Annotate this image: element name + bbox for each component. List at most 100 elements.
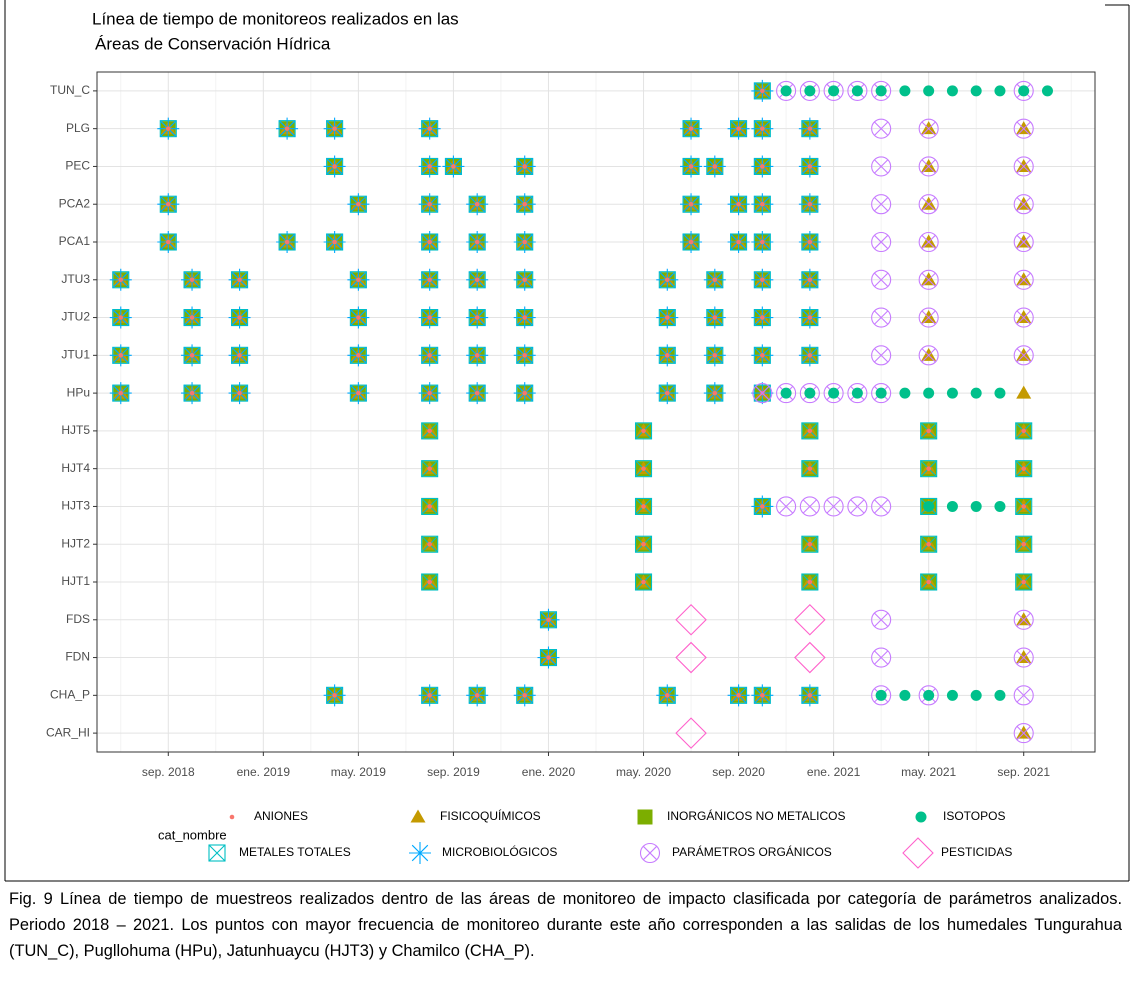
point [1016, 234, 1032, 248]
marker-part [780, 85, 792, 97]
point [522, 277, 528, 283]
point [918, 345, 939, 366]
point [474, 315, 480, 320]
marker-part [760, 201, 765, 207]
point [356, 315, 361, 320]
marker-part [760, 239, 765, 245]
marker-part [1016, 196, 1032, 210]
point [189, 353, 195, 358]
point [1016, 196, 1032, 210]
point [970, 387, 982, 399]
marker-part [918, 156, 939, 177]
point [332, 693, 337, 698]
marker-part [1013, 647, 1034, 668]
point [1016, 650, 1032, 664]
marker-part [118, 390, 124, 396]
point [799, 496, 820, 517]
marker-part [165, 126, 171, 131]
marker-part [736, 239, 741, 245]
marker-part [634, 497, 653, 515]
point [807, 277, 813, 283]
marker-part [847, 383, 868, 404]
point [899, 689, 911, 701]
marker-part [799, 383, 820, 404]
point [946, 387, 958, 399]
point [522, 693, 528, 698]
marker-part [926, 466, 931, 471]
point [926, 428, 931, 434]
marker-part [1016, 272, 1032, 286]
legend-marker [410, 809, 426, 823]
point [356, 201, 361, 207]
marker-part [1013, 609, 1034, 630]
marker-part [712, 164, 718, 169]
marker-part [923, 500, 935, 512]
point [921, 234, 937, 248]
marker-part [970, 689, 982, 701]
point [664, 693, 670, 698]
marker-part [664, 693, 670, 698]
marker-part [427, 164, 432, 169]
marker-part [165, 239, 171, 245]
marker-part [1021, 428, 1027, 434]
marker-part [1016, 234, 1031, 250]
caption: Fig. 9 Línea de tiempo de muestreos real… [9, 890, 1122, 960]
marker-part [871, 383, 892, 404]
marker-part [736, 126, 741, 131]
marker-part [522, 353, 528, 358]
marker-part [871, 307, 892, 328]
marker-part [794, 641, 826, 674]
y-tick-label: PCA2 [59, 196, 91, 210]
marker-part [752, 383, 773, 404]
marker-part [875, 689, 887, 701]
marker-part [851, 85, 863, 97]
point [760, 353, 765, 358]
point [641, 428, 646, 434]
y-tick-label: HJT5 [61, 423, 90, 437]
y-tick-label: HJT3 [61, 499, 90, 513]
marker-part [522, 239, 528, 245]
point [712, 164, 718, 169]
marker-part [871, 231, 892, 253]
point [332, 164, 337, 169]
marker-part [356, 390, 361, 396]
marker-part [921, 310, 936, 325]
marker-part [688, 126, 694, 131]
point [736, 201, 741, 207]
marker-part [546, 617, 551, 623]
point [522, 239, 528, 245]
point [356, 277, 361, 283]
point [918, 307, 939, 328]
point [1041, 85, 1053, 97]
marker-part [1015, 573, 1033, 591]
point [118, 390, 124, 396]
marker-part [871, 118, 892, 139]
marker-part [165, 201, 171, 207]
point [1021, 428, 1027, 434]
point [804, 85, 816, 97]
point [712, 353, 718, 358]
marker-part [1013, 345, 1034, 366]
marker-part [874, 121, 889, 136]
marker-part [807, 126, 813, 131]
point [736, 126, 741, 131]
x-tick-label: ene. 2021 [807, 765, 861, 779]
marker-part [807, 315, 813, 320]
marker-part [522, 164, 528, 169]
legend-marker [409, 842, 431, 864]
marker-part [427, 126, 432, 131]
marker-part [760, 504, 765, 509]
marker-part [874, 348, 889, 363]
marker-part [760, 353, 765, 358]
point [921, 310, 937, 324]
point [1013, 723, 1034, 744]
marker-part [1013, 156, 1034, 177]
marker-part [427, 579, 432, 585]
marker-part [807, 201, 813, 207]
marker-part [712, 353, 718, 358]
point [522, 390, 528, 396]
point [871, 156, 892, 177]
marker-part [946, 387, 958, 399]
marker-part [918, 231, 939, 253]
legend-marker [208, 844, 226, 862]
